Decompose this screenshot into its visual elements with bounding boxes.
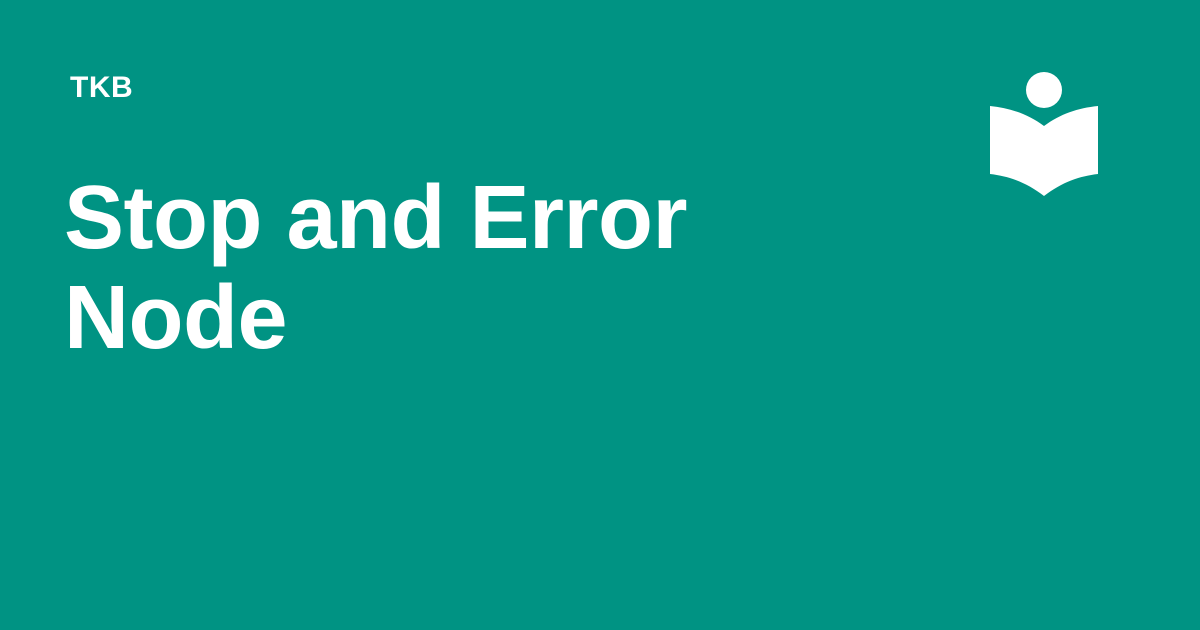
brand-label: TKB [70, 71, 134, 104]
reader-book-icon [990, 72, 1098, 196]
page-title: Stop and Error Node [64, 168, 688, 368]
